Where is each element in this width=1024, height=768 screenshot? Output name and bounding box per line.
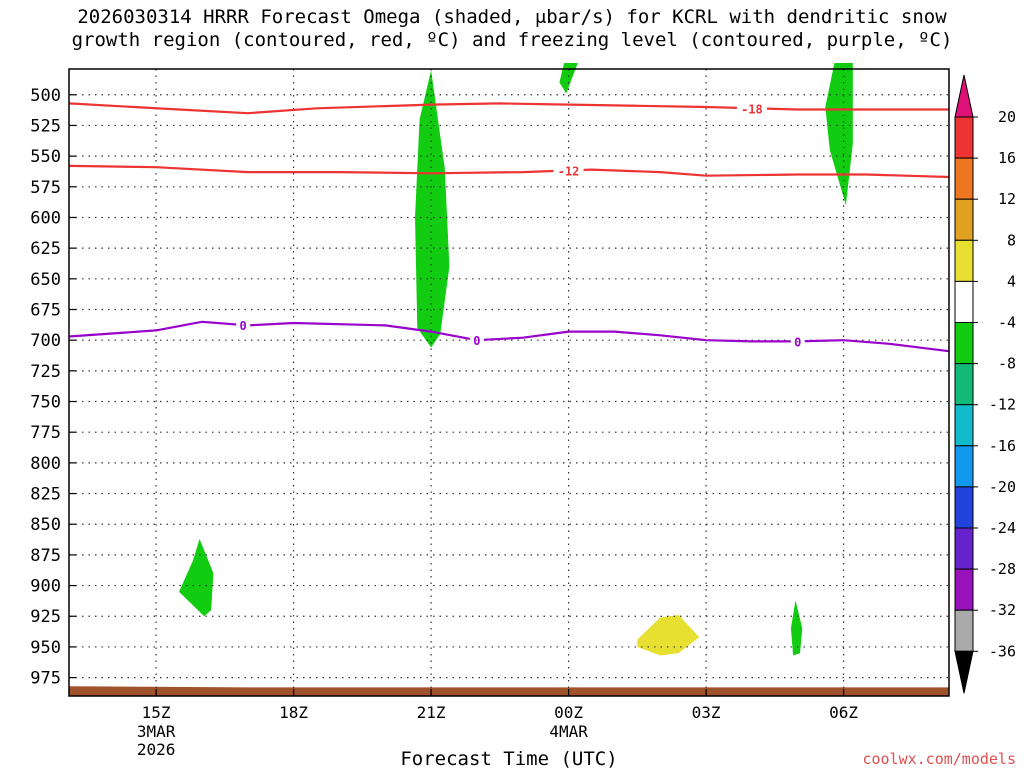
omega-region-1 — [559, 63, 578, 94]
colorbar-swatch-5 — [954, 280, 974, 323]
y-tick-label-950: 950 — [30, 638, 61, 658]
x-tick-sublabel-2026: 2026 — [137, 740, 176, 759]
pressure-axis: 500 525 550 575 600 625 650 675 700 725 750 775 800 8… — [30, 86, 76, 689]
y-tick-label-525: 525 — [30, 116, 61, 136]
contour-label-bg-0 — [736, 101, 767, 116]
colorbar-bottom-arrow — [954, 650, 974, 694]
omega-region-3 — [179, 538, 214, 617]
x-tick-label-00Z: 00Z — [554, 703, 583, 722]
contour-label-bg-1 — [553, 163, 584, 178]
contour-label-bg-4 — [790, 334, 805, 349]
terrain-fill — [69, 686, 949, 696]
colorbar-label-3: 8 — [1007, 231, 1016, 249]
colorbar-label-11: -28 — [989, 560, 1016, 578]
y-tick-label-575: 575 — [30, 178, 61, 198]
x-tick-label-18Z: 18Z — [279, 703, 308, 722]
contour-line-0-2 — [68, 320, 950, 353]
chart-title-line-2: growth region (contoured, red, ºC) and f… — [71, 29, 953, 51]
credit-link[interactable]: coolwx.com/models — [862, 750, 1016, 768]
omega-region-2 — [825, 63, 853, 206]
colorbar-label-4: 4 — [1007, 272, 1016, 290]
colorbar-swatch-1 — [954, 116, 974, 159]
colorbar-swatch-9 — [954, 445, 974, 488]
y-tick-label-850: 850 — [30, 515, 61, 535]
colorbar-label-0: 20 — [998, 108, 1016, 126]
y-tick-label-775: 775 — [30, 423, 61, 443]
y-tick-label-800: 800 — [30, 454, 61, 474]
colorbar-swatch-7 — [954, 363, 974, 406]
contour-label-0-3: 0 — [473, 334, 480, 348]
y-tick-label-650: 650 — [30, 270, 61, 290]
colorbar-label-12: -32 — [989, 601, 1016, 619]
colorbar-label-8: -16 — [989, 437, 1016, 455]
chart-title-line-1: 2026030314 HRRR Forecast Omega (shaded, … — [77, 6, 947, 28]
colorbar-swatch-4 — [954, 239, 974, 282]
x-tick-sublabel-3MAR: 3MAR — [137, 722, 176, 741]
colorbar-label-6: -8 — [998, 355, 1016, 373]
x-tick-label-15Z: 15Z — [142, 703, 171, 722]
y-tick-label-900: 900 — [30, 577, 61, 597]
x-tick-label-21Z: 21Z — [417, 703, 446, 722]
omega-region-4 — [790, 600, 803, 656]
omega-shaded-regions — [179, 63, 853, 656]
y-tick-label-825: 825 — [30, 485, 61, 505]
contour-line--18-0 — [68, 102, 949, 115]
y-tick-label-500: 500 — [30, 86, 61, 106]
contour-label-bg-2 — [236, 318, 251, 333]
contour-label-0-4: 0 — [794, 335, 801, 349]
contour-label-0-2: 0 — [240, 319, 247, 333]
colorbar-label-10: -24 — [989, 519, 1016, 537]
colorbar-label-2: 12 — [998, 190, 1016, 208]
y-tick-label-700: 700 — [30, 331, 61, 351]
colorbar-swatch-6 — [954, 322, 974, 365]
x-tick-sublabel-4MAR: 4MAR — [549, 722, 588, 741]
temperature-contours: -18 -12 0 0 0 — [68, 101, 950, 353]
y-tick-label-600: 600 — [30, 208, 61, 228]
colorbar-label-13: -36 — [989, 642, 1016, 660]
colorbar-label-7: -12 — [989, 396, 1016, 414]
omega-region-5 — [637, 615, 700, 656]
colorbar: 20 16 12 8 4 -4 -8 -12 -16 -20 -24 -28 -32 -36 — [954, 74, 1016, 694]
colorbar-swatch-8 — [954, 404, 974, 447]
y-tick-label-750: 750 — [30, 393, 61, 413]
colorbar-swatch-12 — [954, 568, 974, 611]
contour-label-bg-3 — [469, 333, 484, 348]
colorbar-swatch-13 — [954, 609, 974, 652]
colorbar-label-1: 16 — [998, 149, 1016, 167]
chart-title: 2026030314 HRRR Forecast Omega (shaded, … — [0, 6, 1024, 52]
x-axis-label: Forecast Time (UTC) — [400, 748, 617, 768]
plot-frame — [68, 68, 950, 697]
x-tick-label-06Z: 06Z — [829, 703, 858, 722]
terrain-surface — [69, 686, 949, 696]
y-tick-label-725: 725 — [30, 362, 61, 382]
colorbar-swatch-3 — [954, 198, 974, 241]
x-tick-label-03Z: 03Z — [692, 703, 721, 722]
y-tick-label-675: 675 — [30, 300, 61, 320]
colorbar-label-5: -4 — [998, 314, 1016, 332]
contour-label--12-1: -12 — [558, 164, 580, 178]
omega-region-0 — [415, 70, 450, 348]
y-tick-label-875: 875 — [30, 546, 61, 566]
y-tick-label-925: 925 — [30, 607, 61, 627]
colorbar-top-arrow — [954, 74, 974, 118]
colorbar-swatch-10 — [954, 486, 974, 529]
colorbar-swatch-11 — [954, 527, 974, 570]
y-tick-label-625: 625 — [30, 239, 61, 259]
colorbar-swatch-2 — [954, 157, 974, 200]
contour-label--18-0: -18 — [741, 102, 763, 116]
y-tick-label-975: 975 — [30, 669, 61, 689]
colorbar-label-9: -20 — [989, 478, 1016, 496]
y-tick-label-550: 550 — [30, 147, 61, 167]
contour-line--12-1 — [68, 164, 950, 179]
